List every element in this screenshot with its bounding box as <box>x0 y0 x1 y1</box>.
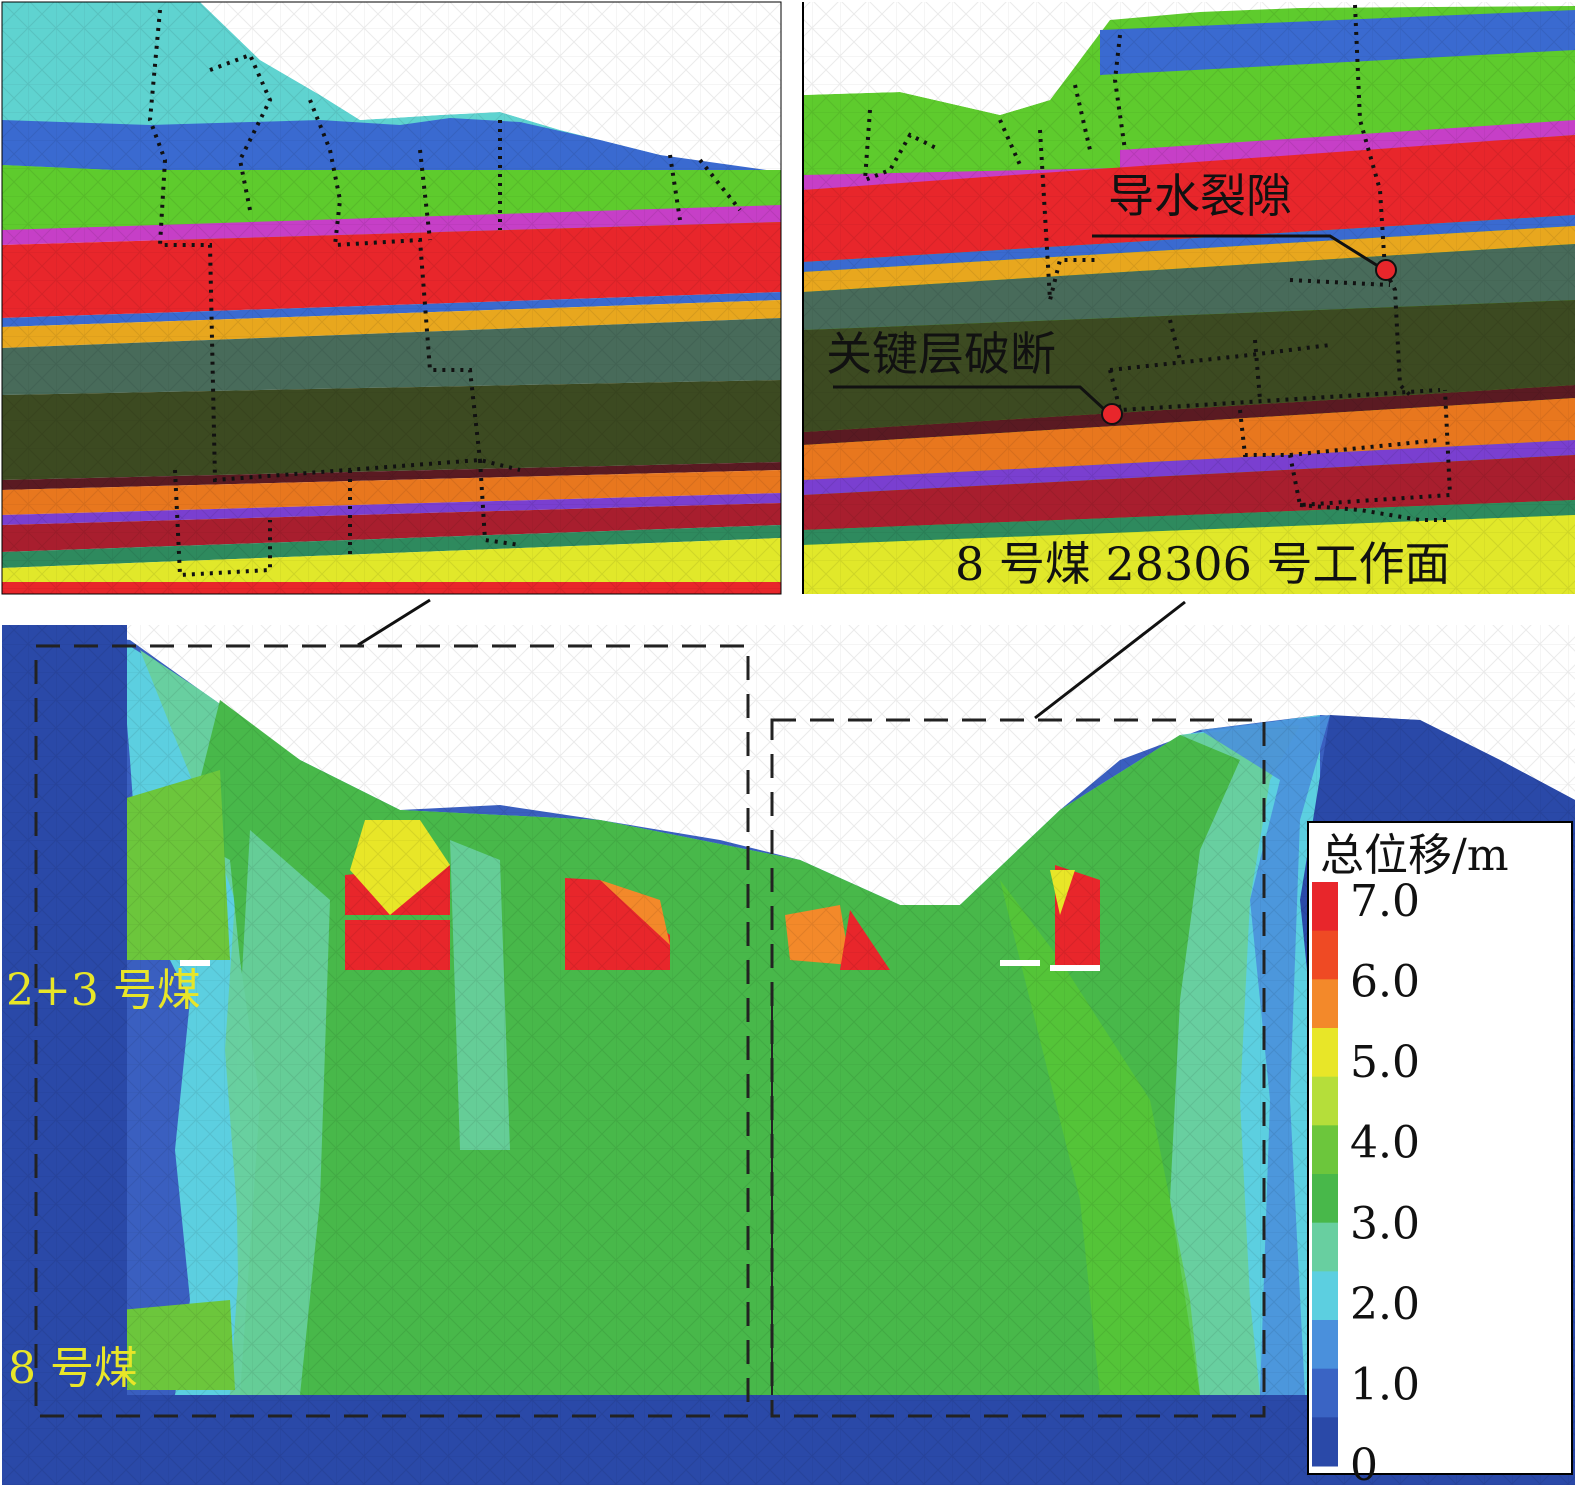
left-dashed-box <box>34 644 750 1418</box>
annotation-water-fracture <box>1092 234 1397 281</box>
fracture-lines-right <box>862 4 1453 522</box>
left-inset-frame <box>1 1 782 595</box>
legend-tick-label: 1.0 <box>1350 1359 1420 1410</box>
water-fracture-label: 导水裂隙 <box>1108 169 1292 223</box>
legend-swatch <box>1312 1368 1338 1418</box>
legend-tick-label: 4.0 <box>1350 1118 1420 1169</box>
legend-tick-label: 3.0 <box>1350 1198 1420 1249</box>
legend-swatch <box>1312 979 1338 1029</box>
legend-swatch <box>1312 1028 1338 1078</box>
legend: 总位移/m 7.0 6.0 5.0 4.0 3.0 2.0 1.0 0 <box>1307 821 1573 1485</box>
legend-title: 总位移/m <box>1320 830 1509 881</box>
legend-swatch <box>1312 930 1338 980</box>
legend-swatch <box>1312 1125 1338 1175</box>
legend-swatch <box>1312 882 1338 932</box>
legend-ticks: 7.0 6.0 5.0 4.0 3.0 2.0 1.0 0 <box>1350 876 1420 1485</box>
legend-tick-label: 6.0 <box>1350 957 1420 1008</box>
legend-swatch <box>1312 1076 1338 1126</box>
legend-tick-label: 7.0 <box>1350 876 1420 927</box>
legend-swatches <box>1312 882 1338 1467</box>
annotation-key-layer <box>833 385 1123 425</box>
legend-swatch <box>1312 1271 1338 1321</box>
left-inset-panel <box>2 2 781 594</box>
legend-tick-label: 2.0 <box>1350 1279 1420 1330</box>
legend-swatch <box>1312 1417 1338 1467</box>
key-layer-break-label: 关键层破断 <box>826 327 1056 381</box>
fracture-lines-left <box>147 9 742 578</box>
water-fracture-marker <box>1375 259 1397 281</box>
legend-swatch <box>1312 1222 1338 1272</box>
legend-swatch <box>1312 1174 1338 1224</box>
legend-tick-label: 5.0 <box>1350 1037 1420 1088</box>
legend-box <box>1307 821 1573 1475</box>
seam-2-3-label: 2+3 号煤 <box>6 965 201 1016</box>
working-face-label: 8 号煤 28306 号工作面 <box>955 537 1450 591</box>
seam-8-label: 8 号煤 <box>8 1343 138 1394</box>
legend-tick-label: 0 <box>1350 1440 1378 1485</box>
key-layer-marker <box>1101 403 1123 425</box>
legend-swatch <box>1312 1320 1338 1370</box>
right-inset-panel <box>803 2 1575 594</box>
